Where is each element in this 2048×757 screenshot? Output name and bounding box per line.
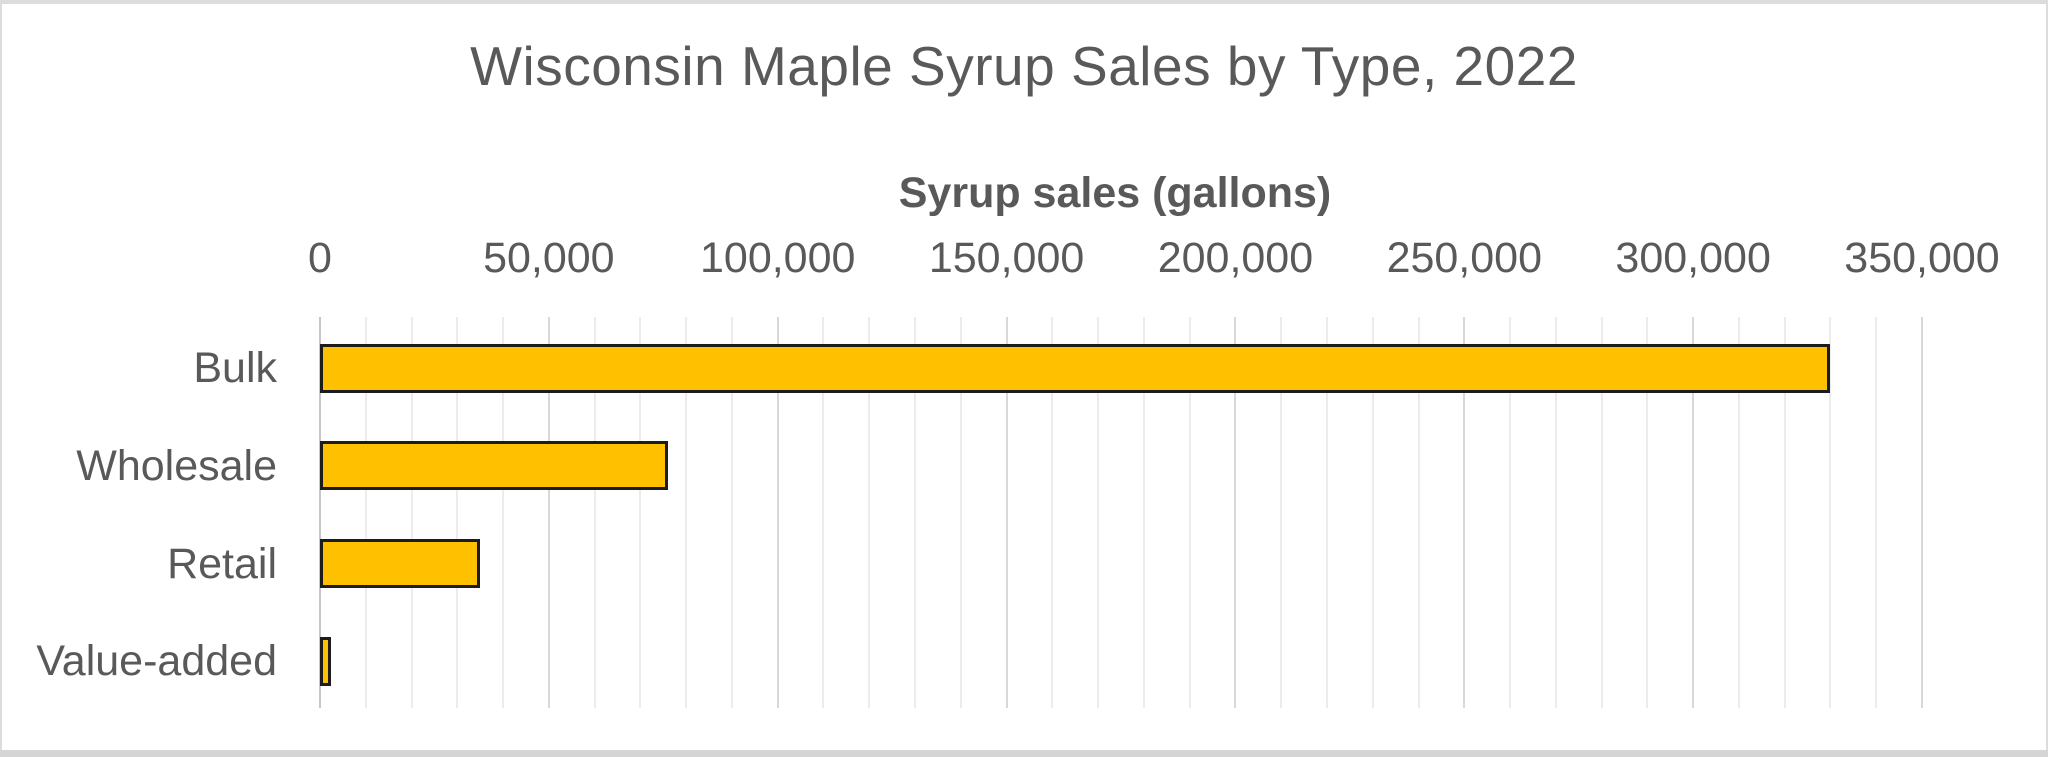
- gridline-30000: [456, 317, 459, 708]
- category-label-bulk: Bulk: [193, 344, 277, 392]
- gridline-170000: [1097, 317, 1100, 708]
- gridline-270000: [1554, 317, 1557, 708]
- gridline-340000: [1875, 317, 1878, 708]
- chart-title: Wisconsin Maple Syrup Sales by Type, 202…: [470, 35, 1578, 97]
- gridline-280000: [1600, 317, 1603, 708]
- bar-bulk: [320, 343, 1831, 393]
- gridline-330000: [1829, 317, 1832, 708]
- gridline-60000: [593, 317, 596, 708]
- gridline-350000: [1921, 317, 1923, 708]
- gridline-210000: [1280, 317, 1283, 708]
- gridline-290000: [1646, 317, 1649, 708]
- gridline-160000: [1051, 317, 1054, 708]
- x-tick-label-0: 0: [308, 234, 332, 282]
- gridline-140000: [959, 317, 962, 708]
- gridline-320000: [1783, 317, 1786, 708]
- category-label-value-added: Value-added: [36, 637, 277, 686]
- bar-value-added: [320, 636, 332, 686]
- x-tick-label-100000: 100,000: [699, 234, 856, 282]
- gridline-120000: [868, 317, 871, 708]
- x-tick-label-300000: 300,000: [1615, 234, 1771, 282]
- gridline-260000: [1509, 317, 1512, 708]
- gridline-80000: [685, 317, 688, 708]
- gridline-310000: [1737, 317, 1740, 708]
- gridline-220000: [1325, 317, 1328, 708]
- gridline-200000: [1234, 317, 1237, 708]
- gridline-130000: [914, 317, 917, 708]
- gridline-180000: [1142, 317, 1145, 708]
- gridline-20000: [410, 317, 413, 708]
- gridline-40000: [502, 317, 505, 708]
- gridline-250000: [1463, 317, 1466, 708]
- gridline-90000: [730, 317, 733, 708]
- gridline-100000: [776, 317, 779, 708]
- bar-retail: [320, 539, 481, 588]
- bar-wholesale: [320, 441, 668, 491]
- gridline-150000: [1005, 317, 1008, 708]
- gridline-190000: [1188, 317, 1191, 708]
- gridline-300000: [1692, 317, 1695, 708]
- x-tick-label-250000: 250,000: [1386, 234, 1542, 282]
- gridline-10000: [364, 317, 367, 708]
- category-label-wholesale: Wholesale: [76, 441, 277, 490]
- gridline-240000: [1417, 317, 1420, 708]
- x-tick-label-350000: 350,000: [1844, 234, 2000, 282]
- x-tick-label-50000: 50,000: [483, 234, 615, 282]
- x-axis-title: Syrup sales (gallons): [898, 169, 1332, 217]
- category-label-retail: Retail: [167, 539, 277, 588]
- x-axis-line: [319, 317, 321, 708]
- gridline-70000: [639, 317, 642, 708]
- x-tick-label-200000: 200,000: [1157, 234, 1314, 282]
- gridline-50000: [547, 317, 550, 708]
- gridline-230000: [1371, 317, 1374, 708]
- x-tick-label-150000: 150,000: [928, 234, 1085, 282]
- gridline-110000: [822, 317, 825, 708]
